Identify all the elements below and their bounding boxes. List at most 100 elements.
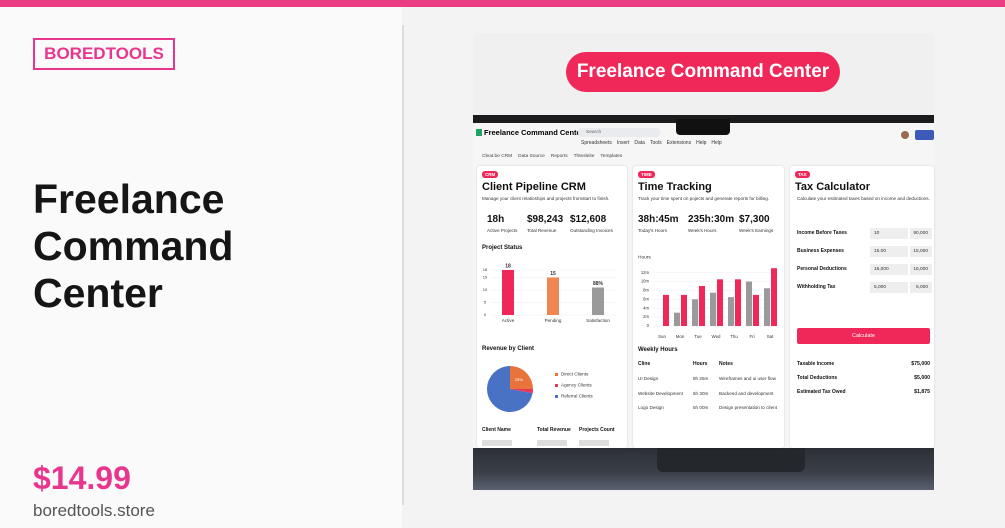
bar	[592, 287, 604, 315]
x-tick-label: Fri	[749, 334, 754, 339]
table-cell: Logo Design	[638, 405, 664, 410]
result-value: $5,000	[914, 375, 930, 381]
revenue-pie: 25% Direct Clients Agency Clients Referral …	[487, 366, 593, 412]
menu-item[interactable]: Help	[711, 140, 722, 146]
result-label: Estimated Tax Owed	[797, 389, 846, 395]
legend-label: Direct Clients	[561, 372, 589, 377]
legend-swatch	[555, 395, 558, 398]
bar	[735, 279, 741, 326]
menu-item[interactable]: Spreadsheets	[581, 140, 612, 146]
table-cell: 8h 25m	[693, 376, 709, 381]
input-field[interactable]: 90,000	[910, 228, 932, 239]
pie-slice	[510, 366, 533, 389]
result-label: Taxable Income	[797, 361, 835, 367]
input-label: Personal Deductions	[797, 266, 847, 272]
user-button[interactable]	[915, 130, 934, 140]
title-line: Center	[33, 270, 163, 316]
bar	[681, 294, 687, 326]
stat-value: $98,243	[527, 214, 564, 225]
bar	[764, 288, 770, 326]
input-field[interactable]: 5,000	[870, 282, 908, 293]
site: boredtools.store	[33, 501, 155, 520]
section-title: Project Status	[482, 245, 523, 251]
stat-value: 18h	[487, 214, 505, 225]
y-axis-label: Hours	[638, 254, 651, 260]
table-cell: Backend and development	[719, 390, 774, 396]
table-header: Client Name	[482, 427, 511, 433]
result-value: $75,000	[911, 361, 930, 367]
tag: TAX	[795, 171, 810, 178]
bar	[692, 299, 698, 326]
input-label: Income Before Taxes	[797, 230, 847, 236]
bar	[728, 297, 734, 326]
divider	[402, 25, 404, 505]
bar	[717, 279, 723, 326]
stat-value: $7,300	[739, 214, 770, 225]
table-header: Projects Count	[579, 427, 615, 433]
project-status-chart: 0 5 10 15 18 18 Active 15 Pending 88% Satisfaction	[483, 263, 617, 323]
table-header: Hours	[693, 361, 708, 367]
bar-label: 88%	[593, 281, 604, 287]
x-tick-label: Satisfaction	[586, 318, 610, 323]
input-field[interactable]: 16,000	[870, 264, 908, 275]
input-label: Business Expenses	[797, 248, 844, 254]
input-field[interactable]: 5,000	[910, 282, 932, 293]
search[interactable]: Search	[578, 128, 660, 137]
table-header: Total Revenue	[537, 427, 571, 433]
tab[interactable]: Thtesleite	[573, 154, 595, 159]
x-tick-label: Sun	[658, 334, 666, 339]
result-label: Total Deductions	[797, 375, 838, 381]
avatar	[901, 131, 909, 139]
bar	[710, 292, 716, 326]
x-tick-label: Thu	[730, 334, 738, 339]
logo: BOREDTOOLS	[33, 38, 175, 70]
stat-value: $12,608	[570, 214, 607, 225]
tab[interactable]: Data Source	[518, 154, 545, 159]
menu-item[interactable]: Data	[634, 140, 645, 146]
banner: Freelance Command Center	[566, 52, 840, 92]
pie-slice	[487, 366, 533, 412]
input-field[interactable]: 15.00	[870, 246, 908, 257]
table-cell: Wireframes and ui user flow	[719, 376, 776, 381]
menu-item[interactable]: Insert	[616, 140, 630, 146]
input-field[interactable]: 15,000	[910, 246, 932, 257]
menu-item[interactable]: Help	[696, 140, 707, 146]
card-title: Client Pipeline CRM	[482, 181, 586, 193]
legend-swatch	[555, 384, 558, 387]
y-tick-label: 8m	[643, 288, 649, 293]
table-header: Cline	[638, 361, 651, 367]
y-tick-label: 15	[483, 275, 488, 280]
placeholder-cell	[537, 440, 567, 446]
input-field[interactable]: 16,000	[910, 264, 932, 275]
menu-item[interactable]: Extensions	[666, 140, 692, 146]
x-tick-label: Wed	[712, 334, 722, 339]
left-panel	[0, 7, 402, 528]
table-cell: 6h 30m	[693, 390, 709, 396]
title-line: Freelance	[33, 176, 225, 222]
camera-notch	[676, 119, 730, 135]
y-tick-label: 0	[647, 323, 650, 328]
tab[interactable]: Templates	[600, 154, 623, 159]
app-icon	[476, 129, 482, 136]
description: Track your time spent on pojects and gen…	[638, 196, 770, 201]
y-tick-label: 0	[484, 312, 487, 317]
stat-label: Total Revenue	[527, 228, 557, 233]
menu-item[interactable]: Tools	[649, 140, 662, 146]
stat-value: 235h:30m	[688, 214, 735, 225]
tab[interactable]: Cleat.be CRM	[482, 154, 513, 159]
y-tick-label: 10m	[641, 279, 650, 284]
tabs: Cleat.be CRM Data Source Reports Thtesleite…	[482, 154, 622, 159]
top-bar	[0, 0, 1005, 7]
table-cell: Website Development	[638, 390, 683, 396]
tab[interactable]: Reports	[550, 154, 568, 159]
stat-label: Active Projects	[487, 228, 518, 233]
input-field[interactable]: 10	[870, 228, 908, 239]
bar	[771, 268, 777, 326]
x-tick-label: Mon	[676, 334, 685, 339]
calculate-button[interactable]: Calculate	[797, 328, 930, 344]
y-tick-label: 12m	[641, 270, 650, 275]
tax-card: TAX Tax Calculator Calculate your estima…	[790, 166, 934, 448]
bar	[502, 270, 514, 315]
hours-chart: Hours 0 2m 4m 6m 8m 10m 12m Sun Mon Tue Wed Thu Fri Sa…	[638, 254, 779, 339]
